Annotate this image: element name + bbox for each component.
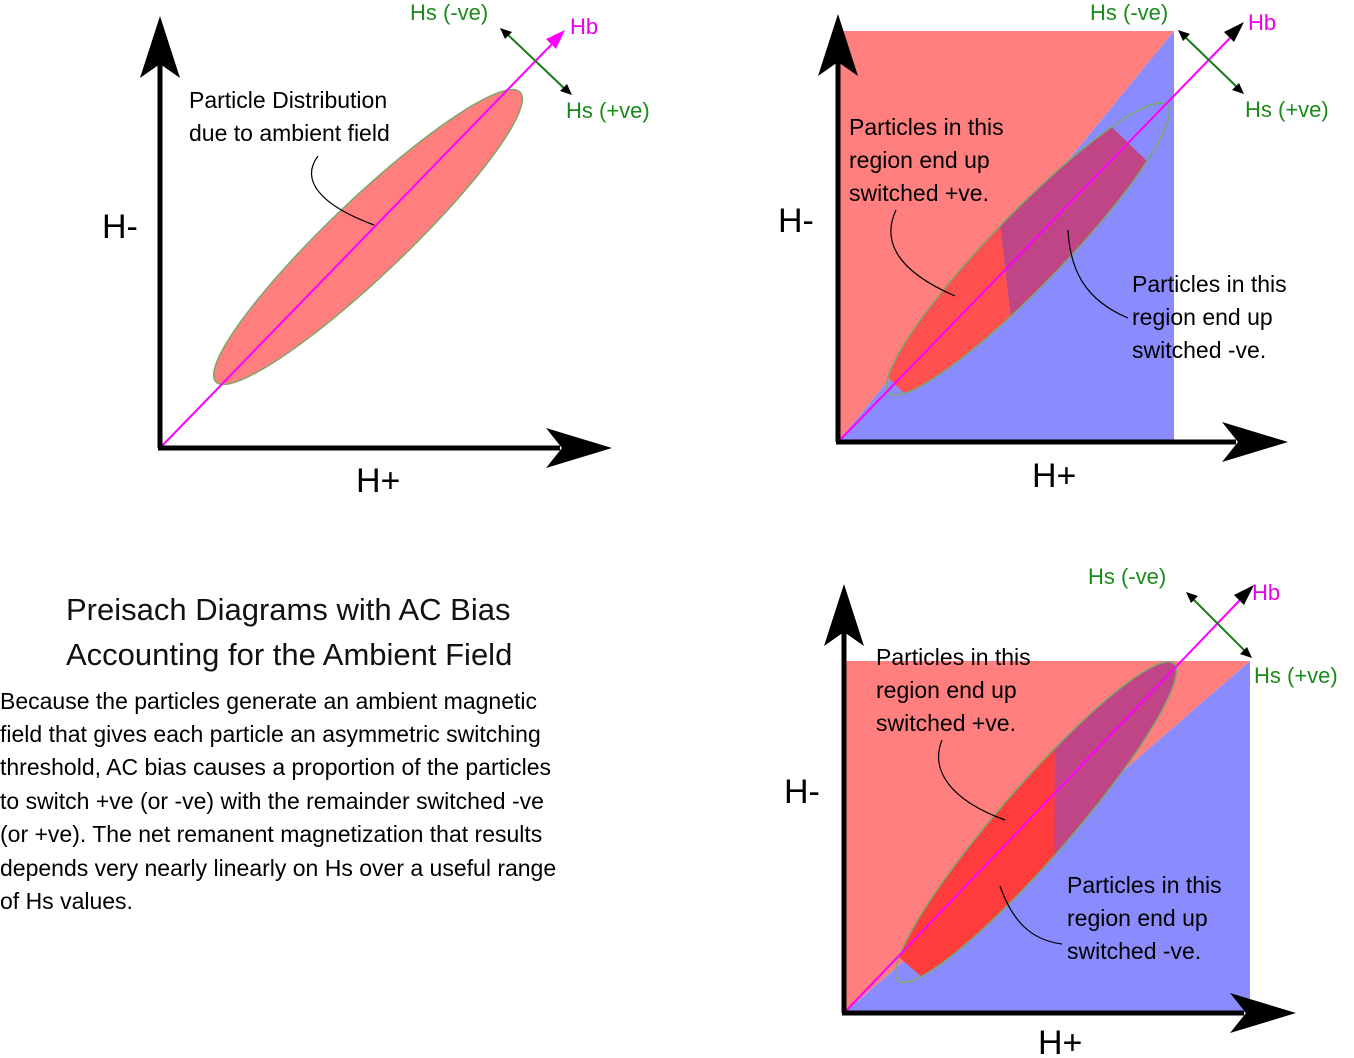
x-axis-label: H+: [356, 462, 400, 500]
x-axis-label: H+: [1038, 1024, 1082, 1058]
positive-note-line-2: region end up: [876, 677, 1017, 703]
diagram-3: H- H+ Hb Hs (-ve) Hs (+ve) Particles in …: [784, 564, 1338, 1058]
particle-distribution-ellipse: [894, 661, 1178, 983]
particle-distribution-ellipse: [885, 102, 1171, 396]
hs-arrow-line: [505, 32, 567, 91]
x-axis-arrowhead: [546, 428, 612, 468]
y-axis-label: H-: [778, 202, 814, 240]
hs-neg-label: Hs (-ve): [1090, 0, 1168, 25]
x-axis-label: H+: [1032, 457, 1076, 495]
hs-pos-arrowhead: [1232, 83, 1244, 94]
positive-leader-line: [890, 209, 956, 297]
positive-note-line-1: Particles in this: [876, 644, 1031, 670]
description-line-4: to switch +ve (or -ve) with the remainde…: [0, 788, 544, 814]
note-leader-line: [311, 155, 375, 226]
particle-note-line-2: due to ambient field: [189, 120, 390, 146]
hb-label: Hb: [570, 14, 598, 39]
description-block: Because the particles generate an ambien…: [0, 688, 556, 914]
hb-line: [843, 599, 1241, 1014]
negative-note-line-3: switched -ve.: [1132, 337, 1266, 363]
hs-neg-arrowhead: [500, 28, 512, 39]
hs-neg-arrowhead: [1178, 30, 1190, 41]
title-line-1: Preisach Diagrams with AC Bias: [66, 592, 511, 627]
positive-note-line-3: switched +ve.: [876, 710, 1016, 736]
description-line-6: depends very nearly linearly on Hs over …: [0, 855, 556, 881]
hb-arrowhead: [1224, 22, 1244, 42]
hs-arrow-line: [1191, 597, 1247, 653]
x-axis-arrowhead: [1230, 993, 1296, 1033]
description-line-5: (or +ve). The net remanent magnetization…: [0, 821, 542, 847]
hs-pos-label: Hs (+ve): [566, 98, 650, 123]
y-axis-label: H-: [784, 773, 820, 811]
hb-label: Hb: [1248, 10, 1276, 35]
y-axis-arrowhead: [824, 584, 864, 646]
positive-note-line-2: region end up: [849, 147, 990, 173]
description-line-3: threshold, AC bias causes a proportion o…: [0, 754, 551, 780]
hs-pos-arrowhead: [1240, 647, 1252, 658]
x-axis-arrowhead: [1222, 422, 1288, 462]
hs-neg-arrowhead: [1186, 592, 1198, 603]
negative-note-line-1: Particles in this: [1132, 271, 1287, 297]
title-line-2: Accounting for the Ambient Field: [66, 637, 512, 672]
hs-pos-arrowhead: [560, 84, 572, 95]
title-block: Preisach Diagrams with AC Bias Accountin…: [66, 592, 512, 672]
diagram-2: H- H+ Hb Hs (-ve) Hs (+ve) Particles in …: [778, 0, 1329, 495]
negative-leader-line: [999, 885, 1063, 945]
diagram-1: H- H+ Hb Hs (-ve) Hs (+ve) Particle Dist…: [102, 0, 650, 500]
hs-neg-label: Hs (-ve): [1088, 564, 1166, 589]
negative-note-line-3: switched -ve.: [1067, 938, 1201, 964]
description-line-1: Because the particles generate an ambien…: [0, 688, 537, 714]
description-line-7: of Hs values.: [0, 888, 133, 914]
particle-distribution-ellipse: [212, 88, 524, 386]
hb-line: [837, 37, 1231, 443]
hs-pos-label: Hs (+ve): [1254, 663, 1338, 688]
positive-leader-line: [938, 739, 1006, 821]
negative-leader-line: [1067, 229, 1129, 319]
hb-label: Hb: [1252, 580, 1280, 605]
particle-note-line-1: Particle Distribution: [189, 87, 387, 113]
positive-note-line-1: Particles in this: [849, 114, 1004, 140]
hb-line: [159, 43, 553, 449]
hs-arrow-line: [1183, 35, 1239, 89]
negative-note-line-2: region end up: [1132, 304, 1273, 330]
hb-arrowhead: [1234, 585, 1254, 605]
hb-arrowhead: [546, 30, 565, 49]
hs-pos-label: Hs (+ve): [1245, 97, 1329, 122]
y-axis-arrowhead: [818, 14, 858, 76]
hs-neg-label: Hs (-ve): [410, 0, 488, 25]
negative-note-line-1: Particles in this: [1067, 872, 1222, 898]
y-axis-arrowhead: [140, 16, 180, 78]
positive-note-line-3: switched +ve.: [849, 180, 989, 206]
y-axis-label: H-: [102, 208, 138, 246]
negative-note-line-2: region end up: [1067, 905, 1208, 931]
description-line-2: field that gives each particle an asymme…: [0, 721, 541, 747]
